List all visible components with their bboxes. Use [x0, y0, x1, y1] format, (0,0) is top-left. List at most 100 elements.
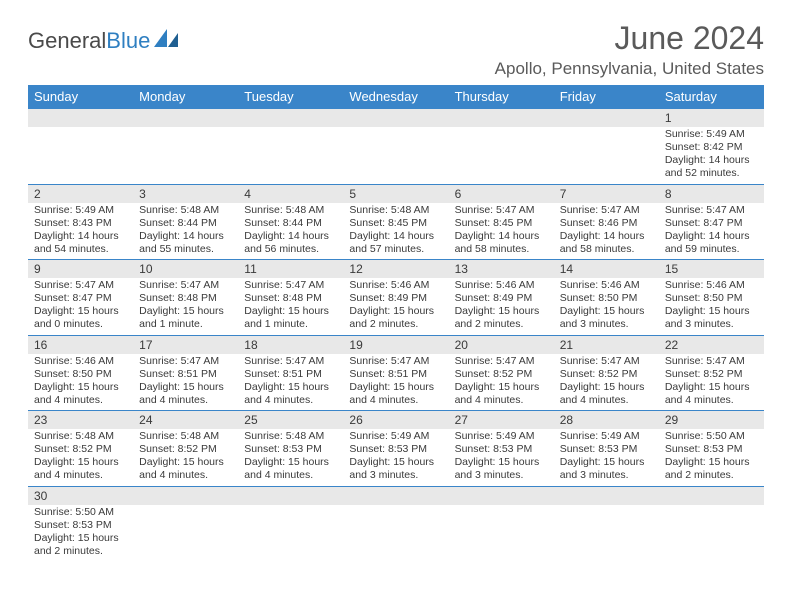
daylight-text-1: Daylight: 14 hours [244, 230, 337, 243]
daylight-text-2: and 4 minutes. [665, 394, 758, 407]
daylight-text-1: Daylight: 14 hours [139, 230, 232, 243]
sunrise-text: Sunrise: 5:48 AM [244, 430, 337, 443]
day-number-cell: 30 [28, 486, 133, 505]
day-number-cell [343, 109, 448, 128]
day-info-cell: Sunrise: 5:48 AMSunset: 8:52 PMDaylight:… [133, 429, 238, 486]
sunrise-text: Sunrise: 5:49 AM [665, 128, 758, 141]
daylight-text-2: and 4 minutes. [244, 394, 337, 407]
title-block: June 2024 Apollo, Pennsylvania, United S… [495, 20, 764, 79]
day-number-cell [238, 109, 343, 128]
day-info-cell: Sunrise: 5:49 AMSunset: 8:53 PMDaylight:… [554, 429, 659, 486]
sunset-text: Sunset: 8:45 PM [349, 217, 442, 230]
sunrise-text: Sunrise: 5:46 AM [560, 279, 653, 292]
sunset-text: Sunset: 8:47 PM [34, 292, 127, 305]
daylight-text-1: Daylight: 14 hours [455, 230, 548, 243]
sunset-text: Sunset: 8:51 PM [139, 368, 232, 381]
day-info-cell: Sunrise: 5:47 AMSunset: 8:51 PMDaylight:… [238, 354, 343, 411]
day-number-row: 9101112131415 [28, 260, 764, 279]
day-number-row: 1 [28, 109, 764, 128]
day-number-row: 30 [28, 486, 764, 505]
day-number-cell: 4 [238, 184, 343, 203]
logo-sail-icon [154, 29, 180, 54]
daylight-text-2: and 54 minutes. [34, 243, 127, 256]
day-number-cell: 10 [133, 260, 238, 279]
sunset-text: Sunset: 8:52 PM [455, 368, 548, 381]
sunrise-text: Sunrise: 5:47 AM [34, 279, 127, 292]
sunrise-text: Sunrise: 5:46 AM [455, 279, 548, 292]
sunset-text: Sunset: 8:53 PM [455, 443, 548, 456]
daylight-text-1: Daylight: 15 hours [455, 381, 548, 394]
day-number-cell [28, 109, 133, 128]
day-info-cell: Sunrise: 5:47 AMSunset: 8:52 PMDaylight:… [554, 354, 659, 411]
sunset-text: Sunset: 8:50 PM [34, 368, 127, 381]
day-number-cell: 7 [554, 184, 659, 203]
sunrise-text: Sunrise: 5:49 AM [560, 430, 653, 443]
day-info-cell [343, 127, 448, 184]
sunset-text: Sunset: 8:52 PM [560, 368, 653, 381]
day-number-row: 16171819202122 [28, 335, 764, 354]
daylight-text-1: Daylight: 15 hours [455, 456, 548, 469]
day-info-cell: Sunrise: 5:49 AMSunset: 8:42 PMDaylight:… [659, 127, 764, 184]
day-number-cell: 8 [659, 184, 764, 203]
sunset-text: Sunset: 8:44 PM [139, 217, 232, 230]
daylight-text-2: and 4 minutes. [455, 394, 548, 407]
logo-text-1: General [28, 28, 106, 53]
day-number-cell [238, 486, 343, 505]
sunrise-text: Sunrise: 5:47 AM [560, 204, 653, 217]
daylight-text-2: and 59 minutes. [665, 243, 758, 256]
sunset-text: Sunset: 8:51 PM [349, 368, 442, 381]
sunrise-text: Sunrise: 5:47 AM [349, 355, 442, 368]
sunrise-text: Sunrise: 5:46 AM [349, 279, 442, 292]
daylight-text-2: and 2 minutes. [349, 318, 442, 331]
location: Apollo, Pennsylvania, United States [495, 59, 764, 79]
daylight-text-1: Daylight: 14 hours [349, 230, 442, 243]
daylight-text-1: Daylight: 15 hours [455, 305, 548, 318]
sunrise-text: Sunrise: 5:48 AM [139, 430, 232, 443]
day-number-cell [659, 486, 764, 505]
sunrise-text: Sunrise: 5:47 AM [244, 279, 337, 292]
day-number-cell: 25 [238, 411, 343, 430]
weekday-header: Thursday [449, 85, 554, 109]
day-info-row: Sunrise: 5:47 AMSunset: 8:47 PMDaylight:… [28, 278, 764, 335]
daylight-text-2: and 56 minutes. [244, 243, 337, 256]
day-number-cell [554, 109, 659, 128]
day-info-cell [449, 505, 554, 562]
day-number-row: 2345678 [28, 184, 764, 203]
daylight-text-1: Daylight: 15 hours [665, 305, 758, 318]
day-info-row: Sunrise: 5:49 AMSunset: 8:42 PMDaylight:… [28, 127, 764, 184]
day-number-row: 23242526272829 [28, 411, 764, 430]
sunset-text: Sunset: 8:53 PM [665, 443, 758, 456]
daylight-text-2: and 4 minutes. [244, 469, 337, 482]
sunset-text: Sunset: 8:53 PM [244, 443, 337, 456]
daylight-text-1: Daylight: 15 hours [244, 456, 337, 469]
sunrise-text: Sunrise: 5:46 AM [34, 355, 127, 368]
sunset-text: Sunset: 8:50 PM [560, 292, 653, 305]
daylight-text-1: Daylight: 15 hours [34, 381, 127, 394]
day-info-cell: Sunrise: 5:47 AMSunset: 8:48 PMDaylight:… [133, 278, 238, 335]
day-info-cell: Sunrise: 5:48 AMSunset: 8:44 PMDaylight:… [238, 203, 343, 260]
daylight-text-2: and 3 minutes. [560, 469, 653, 482]
sunrise-text: Sunrise: 5:49 AM [34, 204, 127, 217]
daylight-text-1: Daylight: 14 hours [34, 230, 127, 243]
sunset-text: Sunset: 8:47 PM [665, 217, 758, 230]
daylight-text-1: Daylight: 15 hours [139, 381, 232, 394]
daylight-text-2: and 2 minutes. [665, 469, 758, 482]
day-info-cell: Sunrise: 5:48 AMSunset: 8:52 PMDaylight:… [28, 429, 133, 486]
day-info-cell: Sunrise: 5:47 AMSunset: 8:51 PMDaylight:… [133, 354, 238, 411]
day-info-cell: Sunrise: 5:47 AMSunset: 8:52 PMDaylight:… [449, 354, 554, 411]
day-number-cell: 27 [449, 411, 554, 430]
daylight-text-1: Daylight: 15 hours [560, 305, 653, 318]
daylight-text-1: Daylight: 15 hours [349, 456, 442, 469]
day-number-cell: 19 [343, 335, 448, 354]
sunset-text: Sunset: 8:49 PM [349, 292, 442, 305]
daylight-text-2: and 1 minute. [139, 318, 232, 331]
day-number-cell: 3 [133, 184, 238, 203]
daylight-text-1: Daylight: 15 hours [34, 305, 127, 318]
sunset-text: Sunset: 8:52 PM [139, 443, 232, 456]
daylight-text-2: and 4 minutes. [349, 394, 442, 407]
daylight-text-1: Daylight: 15 hours [244, 305, 337, 318]
daylight-text-1: Daylight: 14 hours [665, 230, 758, 243]
day-number-cell: 15 [659, 260, 764, 279]
sunrise-text: Sunrise: 5:49 AM [349, 430, 442, 443]
day-info-cell [343, 505, 448, 562]
